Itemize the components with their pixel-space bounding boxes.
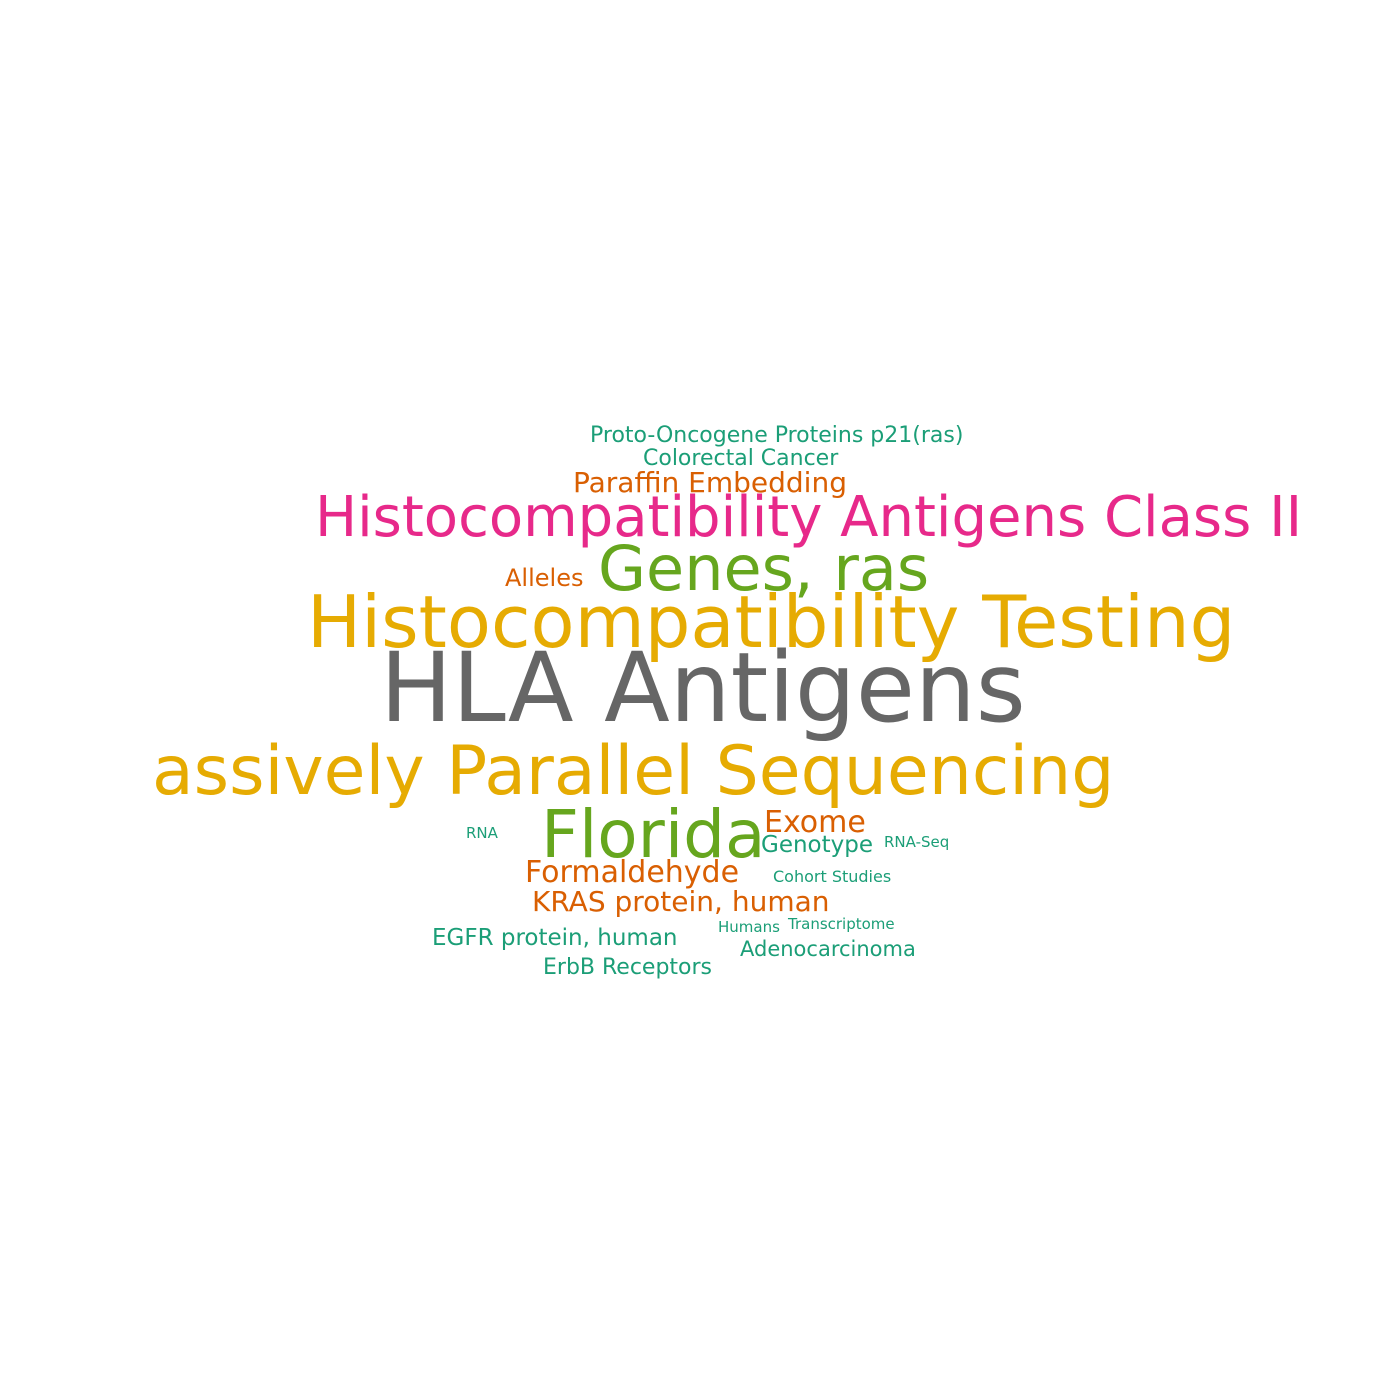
word-alleles: Alleles	[505, 564, 584, 592]
word-cohort-studies: Cohort Studies	[773, 867, 892, 886]
word-histocompatibility-testing: Histocompatibility Testing	[307, 580, 1236, 664]
word-proto-oncogene-proteins: Proto-Oncogene Proteins p21(ras)	[590, 423, 964, 448]
word-florida: Florida	[541, 796, 766, 873]
word-adenocarcinoma: Adenocarcinoma	[740, 937, 916, 961]
word-exome: Exome	[764, 805, 866, 840]
word-paraffin-embedding: Paraffin Embedding	[573, 466, 847, 499]
word-humans: Humans	[718, 918, 780, 936]
word-histocompatibility-antigens-class-ii: Histocompatibility Antigens Class II	[315, 485, 1303, 550]
word-genotype: Genotype	[761, 832, 874, 858]
word-erbb-receptors: ErbB Receptors	[543, 955, 713, 980]
word-genes-ras: Genes, ras	[598, 532, 930, 605]
word-rna-seq: RNA-Seq	[884, 833, 950, 851]
word-rna: RNA	[466, 824, 498, 842]
word-transcriptome: Transcriptome	[788, 915, 895, 933]
word-formaldehyde: Formaldehyde	[525, 855, 740, 890]
word-colorectal-cancer: Colorectal Cancer	[643, 446, 839, 471]
word-hla-antigens: HLA Antigens	[380, 632, 1026, 744]
word-egfr-protein-human: EGFR protein, human	[432, 925, 678, 951]
word-massively-parallel-sequencing: assively Parallel Sequencing	[152, 732, 1115, 811]
word-kras-protein-human: KRAS protein, human	[532, 885, 830, 918]
